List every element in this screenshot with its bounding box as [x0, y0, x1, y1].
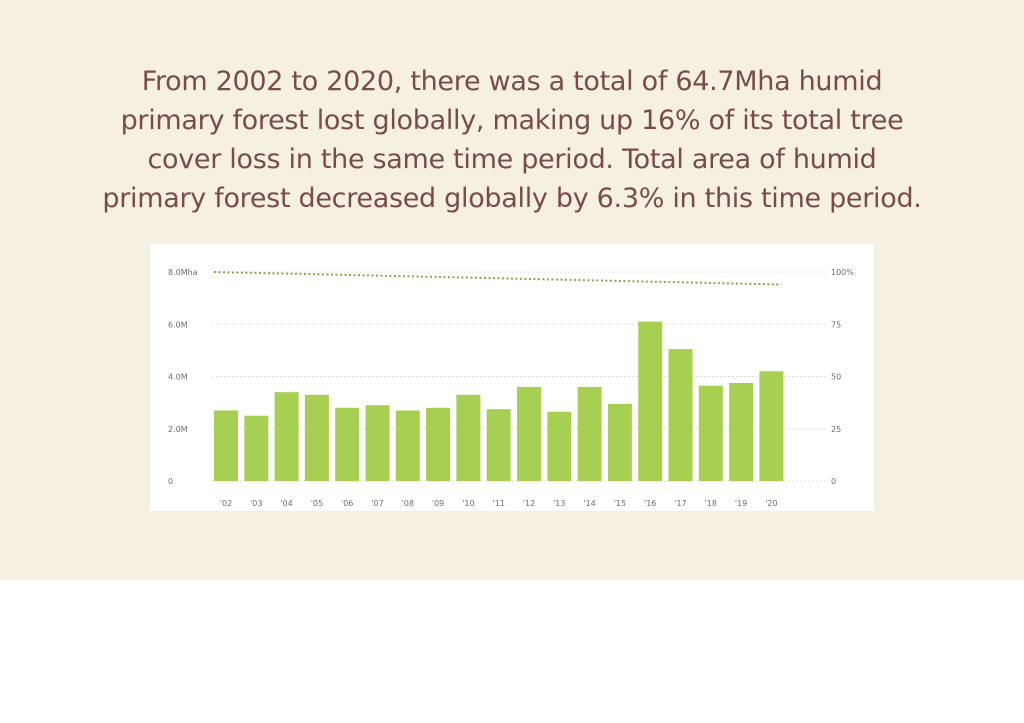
headline-line-4: primary forest decreased globally by 6.3…	[102, 183, 922, 214]
category-label: '03	[250, 499, 262, 508]
category-label: '06	[341, 499, 353, 508]
right-axis-tick-label: 0	[831, 477, 836, 486]
category-label: '12	[523, 499, 535, 508]
left-axis-tick-label: 8.0Mha	[168, 268, 198, 277]
category-label: '14	[583, 499, 595, 508]
category-label: '11	[493, 499, 505, 508]
category-label: '10	[462, 499, 474, 508]
left-axis-tick-label: 6.0M	[168, 320, 188, 329]
left-axis-tick-label: 2.0M	[168, 425, 188, 434]
bar-04	[274, 392, 299, 481]
category-label: '19	[735, 499, 747, 508]
category-label: '07	[371, 499, 383, 508]
right-axis-tick-label: 50	[831, 373, 841, 382]
category-label: '04	[280, 499, 292, 508]
bar-14	[577, 386, 602, 481]
bar-15	[607, 403, 632, 481]
blank-area	[0, 580, 1024, 723]
headline-line-2: primary forest lost globally, making up …	[120, 105, 904, 136]
category-label: '15	[614, 499, 626, 508]
bar-10	[456, 394, 481, 481]
left-axis-tick-label: 4.0M	[168, 373, 188, 382]
category-label: '02	[220, 499, 232, 508]
category-label: '05	[311, 499, 323, 508]
right-axis-tick-label: 25	[831, 425, 841, 434]
category-label: '16	[644, 499, 656, 508]
primary-forest-area-trend-line	[213, 271, 782, 286]
bar-13	[547, 411, 572, 481]
bar-18	[698, 385, 723, 481]
headline-line-1: From 2002 to 2020, there was a total of …	[141, 66, 883, 97]
left-axis-tick-label: 0	[168, 477, 173, 486]
label-layer: 0 2.0M 4.0M 6.0M 8.0Mha 0 25 50 75 100% '02 '03 '04 '…	[168, 268, 854, 508]
trend-line-layer	[213, 271, 782, 286]
category-label: '13	[553, 499, 565, 508]
bar-03	[244, 415, 269, 481]
bar-layer	[214, 321, 784, 481]
slide-background: From 2002 to 2020, there was a total of …	[0, 0, 1024, 580]
right-axis-tick-label: 100%	[831, 268, 854, 277]
bar-09	[426, 407, 451, 481]
headline-text: From 2002 to 2020, there was a total of …	[40, 62, 984, 218]
chart-card: 0 2.0M 4.0M 6.0M 8.0Mha 0 25 50 75 100% '02 '03 '04 '…	[150, 244, 874, 511]
category-label: '08	[402, 499, 414, 508]
bar-06	[335, 407, 360, 481]
bar-17	[668, 349, 693, 481]
headline-line-3: cover loss in the same time period. Tota…	[147, 144, 877, 175]
bar-20	[759, 371, 784, 481]
bar-16	[638, 321, 663, 481]
category-label: '09	[432, 499, 444, 508]
forest-loss-bar-chart: 0 2.0M 4.0M 6.0M 8.0Mha 0 25 50 75 100% '02 '03 '04 '…	[168, 268, 854, 508]
category-label: '20	[765, 499, 777, 508]
bar-19	[729, 383, 754, 481]
category-label: '17	[674, 499, 686, 508]
bar-02	[214, 410, 238, 481]
right-axis-tick-label: 75	[831, 320, 841, 329]
bar-12	[517, 386, 541, 481]
bar-08	[395, 410, 420, 481]
bar-07	[365, 405, 390, 481]
category-label: '18	[705, 499, 717, 508]
bar-11	[486, 409, 511, 481]
bar-05	[304, 394, 329, 481]
